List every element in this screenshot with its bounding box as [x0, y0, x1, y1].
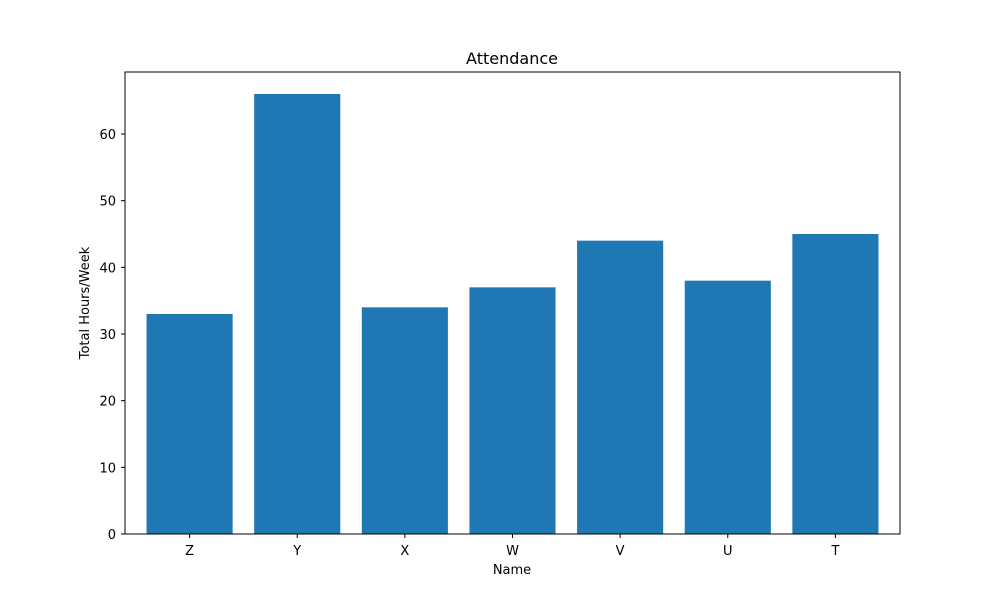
bar-U: [684, 280, 771, 534]
x-tick-label-Y: Y: [292, 544, 301, 559]
y-tick-label-10: 10: [99, 461, 116, 476]
x-axis-title: Name: [493, 563, 531, 578]
x-tick-label-V: V: [616, 544, 625, 559]
x-tick-label-Z: Z: [185, 544, 194, 559]
x-tick-label-X: X: [400, 544, 409, 559]
x-tick-label-U: U: [723, 544, 733, 559]
x-tick-label-T: T: [830, 544, 839, 559]
bar-X: [361, 307, 448, 534]
y-tick-label-0: 0: [108, 528, 116, 543]
bar-W: [469, 287, 556, 534]
bar-V: [577, 240, 664, 535]
y-tick-label-20: 20: [99, 395, 116, 410]
chart-title: Attendance: [466, 49, 558, 68]
bar-Y: [254, 94, 341, 534]
bar-Z: [146, 314, 233, 534]
y-tick-label-60: 60: [99, 128, 116, 143]
bars-group: [146, 94, 879, 535]
y-tick-label-50: 50: [99, 195, 116, 210]
bar-T: [792, 234, 879, 534]
y-axis-title: Total Hours/Week: [78, 246, 93, 360]
x-tick-label-W: W: [506, 544, 519, 559]
y-tick-label-40: 40: [99, 261, 116, 276]
y-axis: 0 10 20 30 40 50 60: [99, 128, 125, 543]
y-tick-label-30: 30: [99, 328, 116, 343]
